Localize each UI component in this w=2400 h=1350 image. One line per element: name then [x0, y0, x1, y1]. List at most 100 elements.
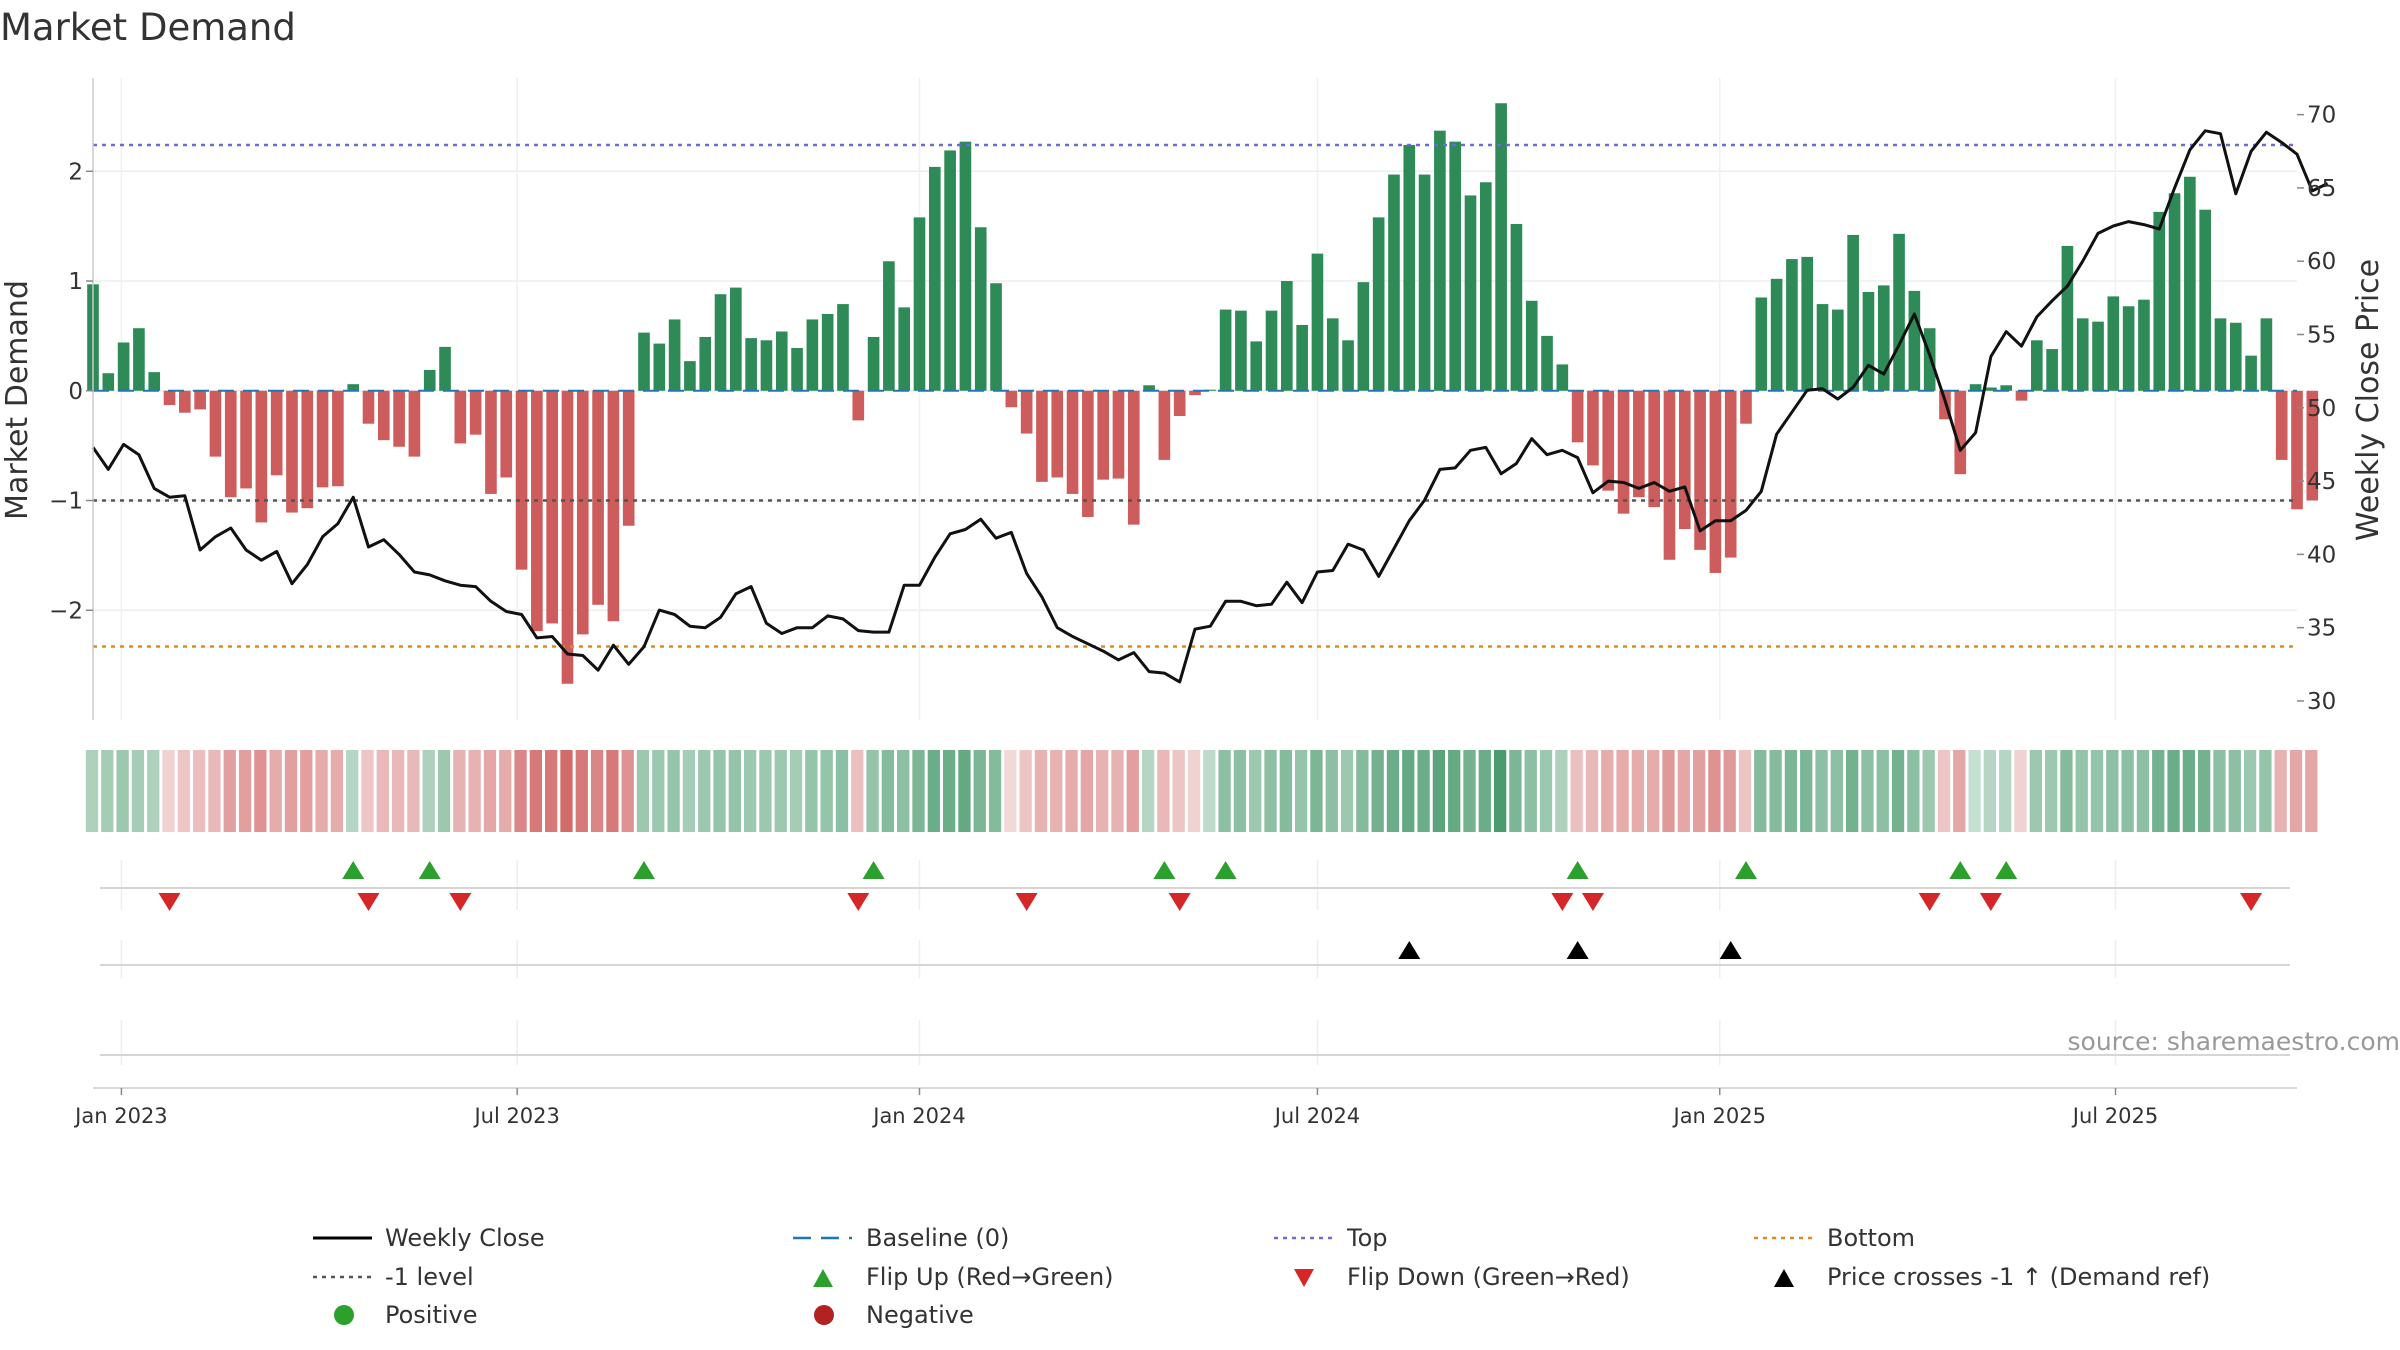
- demand-bar-positive: [2184, 176, 2196, 391]
- demand-bar-positive: [1877, 285, 1890, 391]
- zone-cell: [1264, 750, 1277, 832]
- zone-cell: [437, 750, 451, 832]
- zone-cell: [529, 750, 543, 832]
- zone-cell: [1784, 750, 1798, 832]
- demand-bar-positive: [1235, 310, 1247, 391]
- zone-cell: [514, 750, 527, 832]
- demand-bar-positive: [2245, 355, 2257, 391]
- zone-cell: [636, 750, 650, 832]
- zone-cell: [1677, 750, 1690, 832]
- demand-bar-positive: [1434, 130, 1446, 391]
- zone-cell: [1616, 750, 1629, 832]
- zone-cell: [422, 750, 435, 832]
- zone-cell: [1647, 750, 1660, 832]
- demand-bar-positive: [974, 227, 987, 391]
- zone-cell: [866, 750, 879, 832]
- y2-tick-label: 60: [2307, 249, 2336, 275]
- flip-down-marker: [1918, 893, 1941, 911]
- zone-cell: [1708, 750, 1721, 832]
- zone-cell: [682, 750, 696, 832]
- zone-cell: [2243, 750, 2257, 832]
- demand-bar-positive: [1832, 309, 1844, 391]
- zone-cell: [254, 750, 267, 832]
- x-tick-label: Jul 2025: [2071, 1104, 2158, 1128]
- demand-bar-positive: [1770, 278, 1783, 391]
- axes: 2 1 0 −1 −2 70 65 60 55 50 45 40 35 30 Jan 2023 Jul 202…: [49, 78, 2336, 1128]
- price-cross-marker: [1398, 941, 1421, 959]
- price-cross-marker: [1719, 941, 1742, 959]
- zone-cell: [1310, 750, 1323, 832]
- demand-bar-negative: [1127, 390, 1140, 525]
- demand-bar-negative: [240, 390, 252, 489]
- source-label: source: sharemaestro.com: [2068, 1027, 2400, 1056]
- demand-bar-negative: [1663, 390, 1676, 560]
- zone-cell: [1922, 750, 1935, 832]
- demand-bar-positive: [1204, 389, 1217, 391]
- demand-bar-negative: [622, 390, 635, 526]
- zone-cell: [1845, 750, 1859, 832]
- zone-cell: [575, 750, 588, 832]
- demand-bar-positive: [806, 319, 819, 391]
- demand-bar-negative: [1005, 390, 1018, 408]
- zone-cell: [774, 750, 787, 832]
- demand-bar-negative: [1036, 390, 1048, 482]
- demand-bar-positive: [1969, 384, 1982, 391]
- demand-bar-negative: [301, 390, 314, 509]
- zone-cell: [1203, 750, 1216, 832]
- demand-bar-negative: [607, 390, 620, 622]
- demand-bar-positive: [1296, 324, 1308, 391]
- flip-down-marker: [1581, 893, 1604, 911]
- weekly-close-polyline: [91, 129, 2329, 684]
- zone-cell: [162, 750, 175, 832]
- demand-bar-negative: [592, 390, 604, 605]
- demand-bar-positive: [1143, 385, 1155, 391]
- demand-bar-positive: [1495, 103, 1507, 391]
- demand-bar-positive: [1403, 144, 1416, 391]
- zone-cell: [728, 750, 741, 832]
- demand-bar-negative: [1173, 390, 1186, 417]
- flip-down-marker: [2240, 893, 2263, 911]
- zone-cell: [2044, 750, 2058, 832]
- zone-cell: [1570, 750, 1583, 832]
- zone-cell: [407, 750, 420, 832]
- zone-cell: [1417, 750, 1430, 832]
- zone-cell: [1509, 750, 1522, 832]
- zone-cell: [1371, 750, 1384, 832]
- demand-bar-positive: [745, 338, 757, 391]
- y2-tick-label: 35: [2307, 616, 2336, 642]
- demand-bar-positive: [2076, 318, 2089, 391]
- zone-cell: [1111, 750, 1124, 832]
- demand-bar-positive: [2061, 245, 2074, 391]
- zone-cell: [713, 750, 726, 832]
- zone-cell: [2014, 750, 2027, 832]
- flip-up-marker: [1949, 861, 1972, 879]
- zone-cell: [2274, 750, 2287, 832]
- zone-cell: [743, 750, 757, 832]
- zone-cell: [805, 750, 818, 832]
- demand-bar-positive: [1326, 318, 1339, 391]
- demand-bar-positive: [1525, 300, 1538, 391]
- demand-bar-positive: [2229, 322, 2242, 391]
- demand-bar-positive: [638, 332, 650, 391]
- zone-cell: [208, 750, 221, 832]
- demand-bar-positive: [2107, 296, 2120, 391]
- price-cross-marker: [1566, 941, 1589, 959]
- demand-bar-negative: [454, 390, 467, 444]
- zone-cell: [147, 750, 160, 832]
- zone-cell: [698, 750, 711, 832]
- demand-bar-positive: [1250, 341, 1263, 391]
- zone-cell: [820, 750, 833, 832]
- zone-cell: [2136, 750, 2150, 832]
- demand-bar-negative: [1112, 390, 1125, 479]
- y2-axis-label: Weekly Close Price: [2351, 259, 2386, 541]
- flip-up-marker: [862, 861, 885, 879]
- demand-bar-positive: [1847, 234, 1859, 391]
- legend-level: -1 level: [385, 1263, 474, 1291]
- demand-bar-negative: [1694, 390, 1706, 550]
- zone-cell: [621, 750, 634, 832]
- zone-cell: [2167, 750, 2180, 832]
- demand-bar-positive: [898, 307, 911, 391]
- zone-cell: [131, 750, 145, 832]
- zone-cell: [376, 750, 389, 832]
- zone-cell: [1631, 750, 1645, 832]
